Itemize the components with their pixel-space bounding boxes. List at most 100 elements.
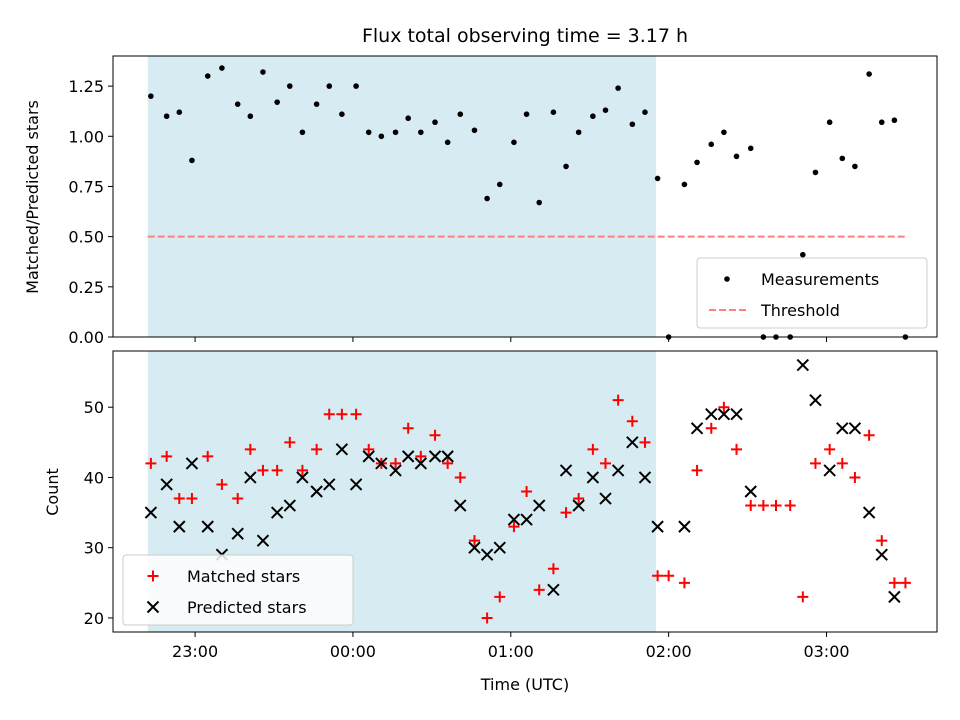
- measurement-point: [260, 69, 266, 75]
- matched-star-point: [429, 429, 441, 441]
- bottom-panel: 20 30 40 50 23:00 00:00 01:00 02:00 03:00 Count…: [43, 350, 938, 694]
- x-tick-label: 23:00: [172, 642, 218, 661]
- matched-star-point: [186, 493, 198, 505]
- predicted-star-point: [678, 520, 691, 533]
- top-axes-frame: [112, 55, 938, 338]
- measurement-point: [536, 199, 543, 206]
- top-legend: Measurements Threshold: [696, 257, 928, 329]
- top-y-axis-label: Matched/Predicted stars: [23, 100, 42, 294]
- predicted-star-point: [296, 471, 309, 484]
- predicted-star-point: [310, 485, 323, 498]
- predicted-star-point: [231, 527, 244, 540]
- bottom-y-axis-label: Count: [43, 468, 62, 516]
- matched-star-point: [173, 493, 185, 505]
- y-tick-label: 1.25: [68, 77, 104, 96]
- measurement-point: [733, 153, 740, 160]
- x-tick-label: 00:00: [330, 642, 376, 661]
- matched-star-point: [350, 408, 362, 420]
- matched-star-point: [232, 493, 244, 505]
- y-tick-label: 50: [84, 398, 104, 417]
- predicted-star-point: [468, 541, 481, 554]
- legend-label: Predicted stars: [187, 598, 307, 617]
- measurement-point: [747, 145, 754, 152]
- predicted-star-point: [144, 506, 158, 519]
- matched-star-point: [311, 443, 323, 455]
- measurement-point: [219, 65, 225, 71]
- matched-star-point: [718, 401, 730, 413]
- predicted-star-point: [493, 541, 506, 554]
- measurement-point: [353, 83, 359, 89]
- predicted-star-point: [626, 436, 639, 449]
- measurement-point: [339, 111, 345, 118]
- matched-star-point: [402, 422, 414, 434]
- measurement-point: [392, 129, 399, 136]
- measurement-point: [286, 83, 293, 89]
- matched-star-point: [161, 450, 173, 462]
- predicted-star-point: [572, 499, 585, 512]
- matched-star-point: [745, 500, 757, 512]
- measurement-point: [681, 181, 688, 188]
- predicted-star-point: [848, 422, 862, 435]
- measurement-point: [299, 129, 306, 136]
- matched-star-point: [508, 521, 520, 533]
- measurement-point: [602, 107, 609, 113]
- matched-star-point: [454, 471, 466, 483]
- predicted-star-point: [547, 583, 560, 597]
- measurement-point: [405, 115, 411, 122]
- y-tick-label: 0.50: [68, 228, 104, 247]
- measurement-point: [511, 139, 517, 146]
- measurement-point: [247, 113, 254, 120]
- top-panel: 0.00 0.25 0.50 0.75 1.00 1.25 Matched/Predict…: [23, 55, 938, 347]
- predicted-star-point: [823, 464, 836, 477]
- matched-star-point: [533, 584, 545, 596]
- measurement-point: [418, 129, 424, 136]
- matched-star-point: [390, 457, 402, 469]
- matched-star-point: [600, 457, 612, 469]
- matched-star-point: [784, 500, 796, 512]
- predicted-star-point: [638, 471, 652, 484]
- matched-star-point: [442, 457, 454, 469]
- measurement-point: [866, 71, 872, 77]
- legend-label: Threshold: [760, 301, 840, 320]
- matched-star-point: [244, 443, 256, 455]
- predicted-star-point: [362, 450, 375, 463]
- measurement-point: [563, 163, 569, 170]
- matched-star-point: [494, 591, 506, 603]
- y-tick-label: 1.00: [68, 127, 104, 146]
- predicted-star-point: [836, 422, 849, 435]
- measurement-point: [365, 129, 372, 136]
- y-tick-label: 0.00: [68, 328, 104, 347]
- measurement-point: [800, 251, 806, 258]
- measurement-point: [189, 157, 195, 164]
- legend-swatch: [724, 276, 730, 282]
- measurement-point: [484, 195, 490, 202]
- predicted-star-point: [862, 506, 876, 519]
- measurement-point: [708, 141, 715, 148]
- matched-star-point: [323, 408, 335, 420]
- matched-star-point: [691, 464, 703, 476]
- predicted-star-point: [586, 471, 600, 484]
- measurement-point: [694, 159, 700, 166]
- x-tick-label: 03:00: [803, 642, 849, 661]
- predicted-star-point: [875, 548, 888, 561]
- matched-star-point: [899, 577, 911, 589]
- matched-star-point: [809, 457, 821, 469]
- legend-frame: [696, 257, 928, 329]
- predicted-star-point: [401, 450, 415, 463]
- matched-star-point: [573, 493, 585, 505]
- predicted-star-point: [599, 492, 612, 505]
- predicted-star-point: [520, 513, 533, 526]
- predicted-star-point: [335, 443, 349, 456]
- matched-star-point: [336, 408, 348, 420]
- matched-star-point: [271, 464, 283, 476]
- predicted-star-point: [389, 464, 402, 477]
- measurement-point: [471, 127, 478, 134]
- matched-star-point: [560, 507, 572, 519]
- predicted-star-point: [705, 408, 718, 421]
- matched-star-point: [836, 457, 848, 469]
- matched-star-point: [863, 429, 875, 441]
- predicted-star-point: [888, 590, 901, 604]
- legend-swatch: [146, 600, 160, 614]
- matched-star-point: [363, 443, 375, 455]
- legend-frame: [122, 554, 354, 626]
